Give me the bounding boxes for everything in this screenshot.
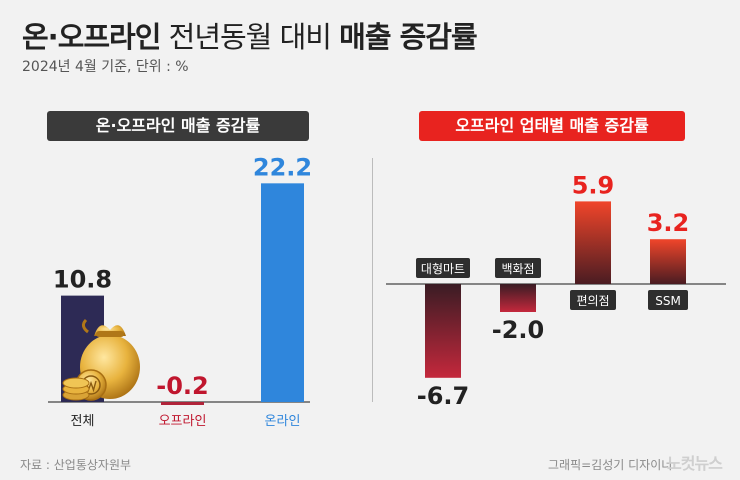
- graphic-credit: 그래픽=김성기 디자이너: [548, 458, 673, 472]
- left-category-label-3: 온라인: [265, 414, 301, 429]
- source-note: 자료 : 산업통상자원부: [20, 458, 132, 472]
- right-bar-1: [425, 284, 461, 378]
- chart-divider: [372, 158, 373, 402]
- right-category-tag-4: [648, 290, 688, 310]
- left-chart-title: 온·오프라인 매출 증감률: [47, 111, 309, 141]
- right-category-label-1: 대형마트: [421, 262, 465, 276]
- left-bar-2: [161, 402, 204, 405]
- right-bar-3: [575, 201, 611, 284]
- right-category-tag-3: [570, 290, 616, 310]
- page-title: 온·오프라인 전년동월 대비 매출 증감률: [22, 20, 478, 54]
- nocut-news-logo: 노컷뉴스: [667, 454, 723, 473]
- left-category-label-1: 전체: [71, 414, 95, 429]
- left-bar-3: [261, 183, 304, 402]
- right-bar-2: [500, 284, 536, 312]
- left-category-label-2: 오프라인: [159, 414, 207, 429]
- right-category-label-4: SSM: [655, 294, 681, 308]
- left-value-label-1: 10.8: [53, 266, 112, 294]
- right-category-tag-1: [416, 258, 470, 278]
- money-bag-icon: [62, 318, 140, 401]
- right-value-label-2: -2.0: [492, 316, 544, 344]
- right-category-tag-2: [495, 258, 541, 278]
- page-subtitle: 2024년 4월 기준, 단위 : %: [22, 59, 189, 75]
- right-category-label-2: 백화점: [501, 262, 534, 276]
- right-bar-4: [650, 239, 686, 284]
- right-category-label-3: 편의점: [576, 294, 609, 308]
- right-value-label-4: 3.2: [647, 209, 690, 237]
- left-value-label-3: 22.2: [253, 153, 312, 181]
- right-value-label-3: 5.9: [572, 171, 615, 199]
- left-value-label-2: -0.2: [156, 372, 208, 400]
- right-chart-title: 오프라인 업태별 매출 증감률: [419, 111, 685, 141]
- right-value-label-1: -6.7: [417, 382, 469, 410]
